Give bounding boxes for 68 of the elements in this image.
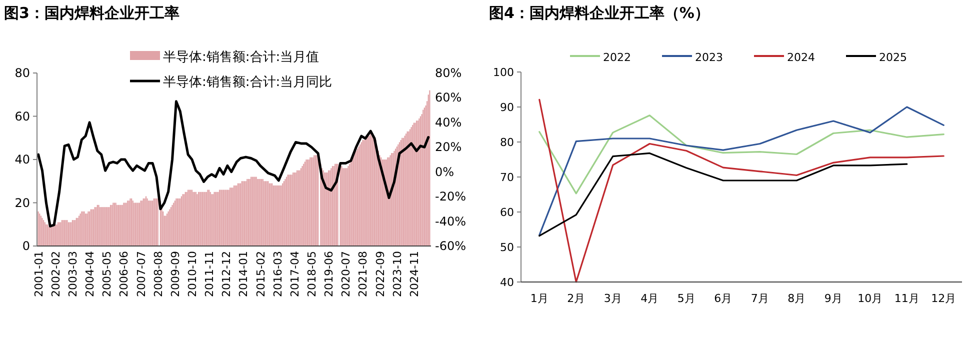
y-tick-label: 50: [500, 241, 514, 254]
x-tick-label: 2011-11: [203, 251, 216, 297]
line-series: [538, 106, 944, 236]
x-tick-label: 2002-02: [49, 251, 62, 297]
y-tick-label: 100: [493, 66, 514, 79]
x-tick-label: 2003-03: [66, 251, 80, 297]
y-tick-label: 0: [22, 239, 30, 253]
legend-label: 2022: [603, 51, 631, 64]
line-series: [37, 100, 430, 228]
legend-label: 2025: [879, 51, 907, 64]
x-tick-label: 2010-10: [186, 251, 199, 297]
legend-label: 2024: [787, 51, 815, 64]
x-tick-label: 2001-01: [32, 251, 46, 297]
line-series: [538, 152, 908, 237]
y2-tick-label: -60%: [435, 239, 466, 253]
legend-label: 半导体:销售额:合计:当月值: [163, 50, 320, 65]
y-tick-label: 80: [500, 136, 514, 149]
x-tick-label: 7月: [750, 292, 769, 305]
x-tick-label: 2023-10: [390, 251, 404, 297]
x-tick-label: 2014-01: [237, 251, 250, 297]
y-tick-label: 60: [14, 109, 30, 124]
x-tick-label: 4月: [640, 292, 659, 305]
y-tick-label: 40: [500, 276, 514, 289]
x-tick-label: 2024-11: [408, 251, 421, 297]
y-tick-label: 90: [500, 101, 514, 114]
x-tick-label: 2021-08: [356, 251, 370, 297]
x-tick-label: 8月: [788, 292, 806, 305]
x-tick-label: 2009-09: [168, 251, 182, 297]
y2-tick-label: 0%: [435, 164, 454, 179]
y2-tick-label: 80%: [435, 66, 462, 80]
y-tick-label: 60: [500, 206, 514, 219]
x-tick-label: 2020-07: [340, 251, 353, 297]
line-series: [538, 98, 944, 283]
x-tick-label: 3月: [604, 292, 622, 305]
chart-title: 图3：国内焊料企业开工率: [4, 4, 180, 22]
line-series: [538, 114, 944, 194]
y-tick-label: 40: [14, 152, 30, 166]
legend-label: 2023: [695, 51, 723, 64]
y2-tick-label: -20%: [435, 190, 466, 204]
x-tick-label: 2015-02: [254, 251, 268, 297]
x-tick-label: 2017-04: [288, 251, 302, 297]
x-tick-label: 2008-08: [152, 251, 165, 297]
y2-tick-label: 60%: [435, 90, 462, 105]
x-tick-label: 11月: [894, 292, 920, 305]
chart-title: 图4：国内焊料企业开工率（%）: [489, 4, 710, 22]
y-tick-label: 80: [14, 66, 30, 80]
x-tick-label: 2月: [567, 292, 586, 305]
x-tick-label: 2007-07: [134, 251, 148, 297]
x-tick-label: 2004-04: [84, 251, 97, 297]
x-tick-label: 12月: [931, 292, 956, 305]
x-tick-label: 9月: [824, 292, 842, 305]
x-tick-label: 6月: [714, 292, 732, 305]
x-tick-label: 2012-12: [220, 251, 234, 297]
y2-tick-label: 40%: [435, 115, 462, 130]
legend-label: 半导体:销售额:合计:当月同比: [163, 75, 332, 90]
y2-tick-label: -40%: [435, 214, 466, 228]
x-tick-label: 2022-09: [374, 251, 387, 297]
x-tick-label: 2018-05: [305, 251, 318, 297]
x-tick-label: 2019-06: [322, 251, 336, 297]
x-tick-label: 5月: [677, 292, 696, 305]
x-tick-label: 1月: [530, 292, 548, 305]
y2-tick-label: 20%: [435, 140, 462, 154]
x-tick-label: 2006-06: [118, 251, 131, 297]
x-tick-label: 2005-05: [100, 251, 114, 297]
x-tick-label: 10月: [858, 292, 883, 305]
x-tick-label: 2016-03: [271, 251, 284, 297]
y-tick-label: 70: [500, 171, 514, 184]
y-tick-label: 20: [14, 196, 30, 210]
